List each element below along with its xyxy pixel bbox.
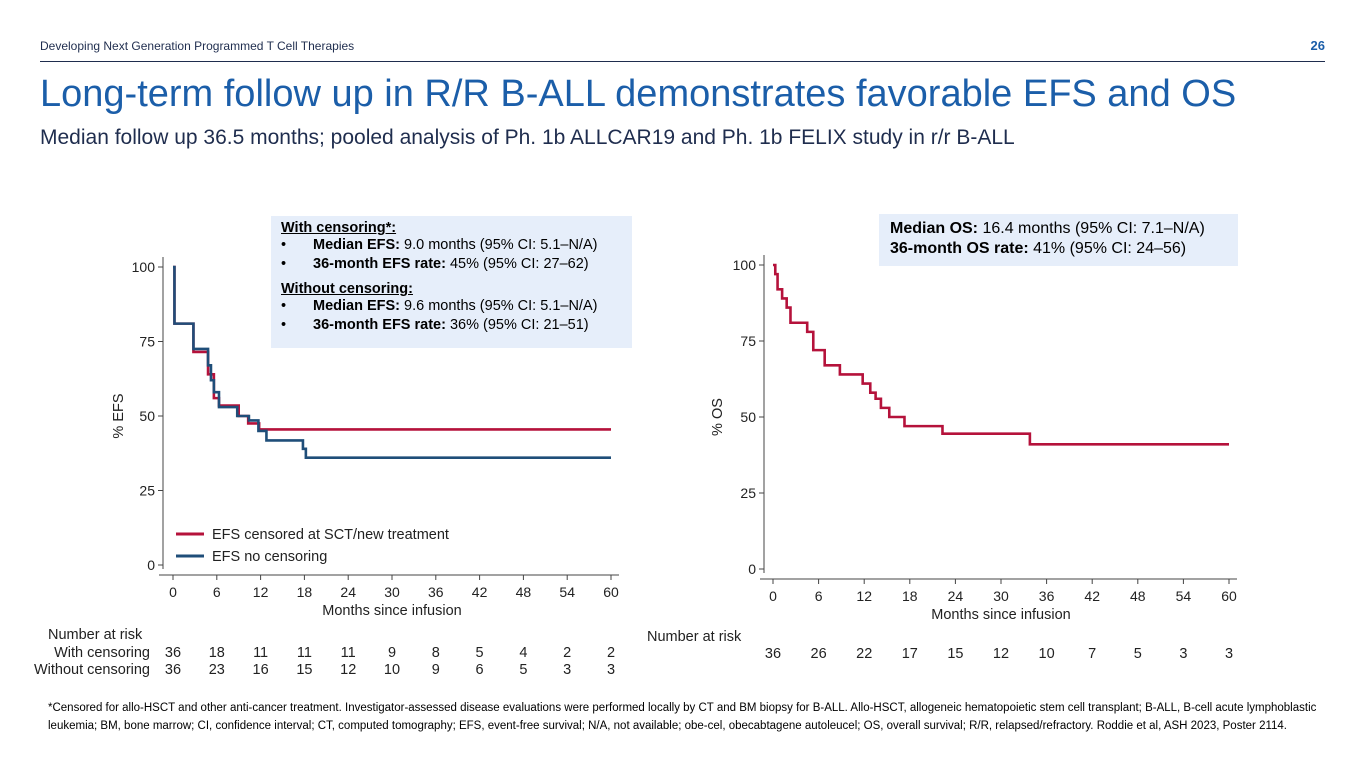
risk-value: 36 [165, 662, 181, 678]
x-tick-label: 18 [297, 584, 313, 600]
risk-value: 5 [519, 662, 527, 678]
risk-value: 3 [563, 662, 571, 678]
efs-with-item: • 36-month EFS rate: 45% (95% CI: 27–62) [281, 256, 589, 272]
y-tick-label: 25 [740, 485, 756, 501]
x-tick-label: 30 [993, 588, 1009, 604]
x-tick-label: 42 [1084, 588, 1100, 604]
x-tick-label: 48 [1130, 588, 1146, 604]
risk-value: 23 [209, 662, 225, 678]
y-tick-label: 0 [748, 561, 756, 577]
x-tick-label: 60 [1221, 588, 1237, 604]
slide-subtitle: Median follow up 36.5 months; pooled ana… [40, 126, 1015, 149]
x-tick-label: 48 [516, 584, 532, 600]
risk-value: 9 [388, 645, 396, 661]
risk-table-title: Number at risk [48, 627, 143, 643]
risk-value: 6 [476, 662, 484, 678]
y-tick-label: 75 [740, 333, 756, 349]
risk-value: 26 [811, 646, 827, 662]
series-line [773, 263, 1229, 446]
y-tick-label: 50 [740, 409, 756, 425]
x-tick-label: 12 [856, 588, 872, 604]
risk-value: 36 [765, 646, 781, 662]
x-tick-label: 6 [213, 584, 221, 600]
x-tick-label: 6 [815, 588, 823, 604]
x-tick-label: 12 [253, 584, 269, 600]
y-tick-label: 100 [132, 259, 156, 275]
y-tick-label: 50 [139, 408, 155, 424]
risk-value: 3 [1225, 646, 1233, 662]
risk-value: 11 [253, 645, 268, 661]
risk-value: 10 [384, 662, 400, 678]
x-tick-label: 18 [902, 588, 918, 604]
x-tick-label: 0 [169, 584, 177, 600]
x-tick-label: 42 [472, 584, 488, 600]
risk-row-label: With censoring [54, 645, 150, 661]
os-rate-line: 36-month OS rate: 41% (95% CI: 24–56) [890, 240, 1187, 257]
legend-label: EFS censored at SCT/new treatment [212, 527, 449, 543]
x-axis-label: Months since infusion [322, 603, 461, 619]
x-axis-label: Months since infusion [931, 607, 1070, 623]
x-tick-label: 54 [1176, 588, 1192, 604]
footnote: *Censored for allo-HSCT and other anti-c… [48, 702, 1317, 732]
risk-row-label: Without censoring [34, 662, 150, 678]
os-summary-box: Median OS: 16.4 months (95% CI: 7.1–N/A)… [879, 214, 1238, 266]
risk-value: 2 [563, 645, 571, 661]
y-tick-label: 75 [139, 334, 155, 350]
page-number: 26 [1310, 38, 1325, 53]
risk-value: 12 [993, 646, 1009, 662]
with-censoring-heading: With censoring*: [281, 220, 397, 236]
risk-value: 17 [902, 646, 918, 662]
y-axis-label: % OS [710, 398, 726, 436]
x-tick-label: 60 [603, 584, 619, 600]
risk-value: 12 [340, 662, 356, 678]
without-censoring-heading: Without censoring: [281, 281, 413, 297]
risk-value: 11 [341, 645, 356, 661]
risk-value: 15 [947, 646, 963, 662]
risk-value: 4 [519, 645, 527, 661]
risk-value: 10 [1039, 646, 1055, 662]
risk-value: 18 [209, 645, 225, 661]
efs-summary-box: With censoring*: • Median EFS: 9.0 months… [271, 216, 632, 348]
median-os-line: Median OS: 16.4 months (95% CI: 7.1–N/A) [890, 220, 1205, 237]
y-axis-label: % EFS [111, 393, 127, 438]
efs-with-item: • Median EFS: 9.0 months (95% CI: 5.1–N/A… [281, 237, 598, 253]
y-tick-label: 0 [147, 557, 155, 573]
x-tick-label: 24 [948, 588, 964, 604]
x-tick-label: 36 [1039, 588, 1055, 604]
slide-title: Long-term follow up in R/R B-ALL demonst… [40, 73, 1237, 115]
efs-without-item: • 36-month EFS rate: 36% (95% CI: 21–51) [281, 317, 589, 333]
risk-value: 16 [253, 662, 269, 678]
risk-value: 3 [1179, 646, 1187, 662]
risk-value: 5 [476, 645, 484, 661]
risk-table-title: Number at risk [647, 629, 742, 645]
legend-label: EFS no censoring [212, 549, 327, 565]
header-text: Developing Next Generation Programmed T … [40, 39, 355, 53]
x-tick-label: 0 [769, 588, 777, 604]
x-tick-label: 54 [559, 584, 575, 600]
risk-value: 15 [296, 662, 312, 678]
header-divider [40, 61, 1325, 62]
y-tick-label: 25 [139, 483, 155, 499]
x-tick-label: 30 [384, 584, 400, 600]
series-line [173, 265, 611, 460]
y-tick-label: 100 [733, 257, 757, 273]
efs-without-item: • Median EFS: 9.6 months (95% CI: 5.1–N/A… [281, 298, 598, 314]
risk-value: 7 [1088, 646, 1096, 662]
risk-value: 36 [165, 645, 181, 661]
risk-value: 3 [607, 662, 615, 678]
x-tick-label: 24 [340, 584, 356, 600]
x-tick-label: 36 [428, 584, 444, 600]
risk-value: 5 [1134, 646, 1142, 662]
risk-value: 2 [607, 645, 615, 661]
risk-value: 8 [432, 645, 440, 661]
risk-value: 11 [297, 645, 312, 661]
risk-value: 22 [856, 646, 872, 662]
risk-value: 9 [432, 662, 440, 678]
